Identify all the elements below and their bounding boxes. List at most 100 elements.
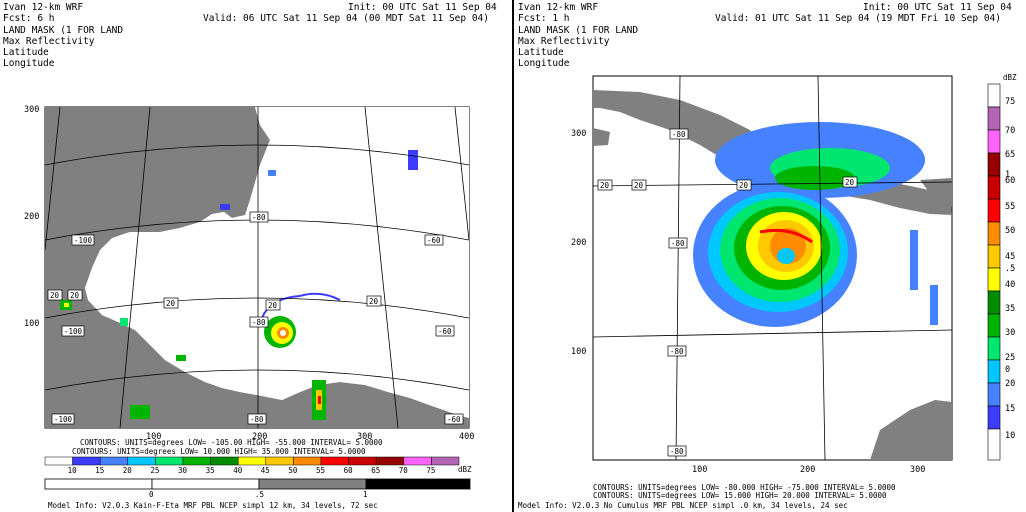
y-tick-label: 200 — [571, 238, 586, 248]
contour-label: -100 — [74, 236, 93, 245]
contour-label: -60 — [438, 327, 452, 336]
colorbar-label: 35 — [1005, 304, 1015, 314]
colorbar-label: 65 — [371, 466, 380, 475]
contour-label: -80 — [252, 318, 266, 327]
colorbar-label: 20 — [1005, 379, 1015, 389]
x-tick-label: 100 — [692, 465, 707, 475]
left-field-2: Max Reflectivity — [3, 36, 95, 47]
y-tick-label: 200 — [24, 212, 39, 222]
mask-label: 0 — [149, 490, 154, 499]
right-field-1: LAND MASK (1 FOR LAND — [518, 25, 638, 36]
left-header: Ivan 12-km WRF Init: 00 UTC Sat 11 Sep 0… — [3, 2, 497, 69]
colorbar-label: .5 — [1005, 264, 1015, 274]
x-tick-label: 400 — [459, 432, 474, 442]
colorbar-label: 75 — [426, 466, 435, 475]
colorbar-label: 70 — [1005, 126, 1015, 136]
colorbar-swatch — [375, 456, 405, 466]
right-colorbar-unit: dBZ — [1003, 73, 1017, 82]
x-tick-label: 300 — [910, 465, 925, 475]
right-contours-1: CONTOURS: UNITS=degrees LOW= -80.000 HIG… — [593, 483, 896, 492]
right-header: Ivan 12-km WRF Init: 00 UTC Sat 11 Sep 0… — [518, 2, 1012, 69]
right-title: Ivan 12-km WRF — [518, 2, 598, 13]
colorbar-label: 20 — [123, 466, 133, 475]
colorbar-label: 50 — [1005, 226, 1015, 236]
colorbar-swatch — [210, 456, 239, 466]
colorbar-swatch — [182, 456, 211, 466]
colorbar-swatch — [155, 456, 184, 466]
right-axis-ticks: 100 200 300 300 200 100 — [571, 129, 925, 475]
contour-label: -60 — [427, 236, 441, 245]
colorbar-label: 1 — [1005, 170, 1010, 180]
right-valid: Valid: 01 UTC Sat 11 Sep 04 (19 MDT Fri … — [715, 13, 1001, 24]
contour-label: -100 — [64, 327, 83, 336]
left-field-4: Longitude — [3, 58, 55, 69]
right-field-2: Max Reflectivity — [518, 36, 610, 47]
contour-label: 20 — [166, 299, 176, 308]
colorbar-label: 30 — [178, 466, 188, 475]
contour-label: -80 — [250, 415, 264, 424]
colorbar-label: 40 — [233, 466, 243, 475]
x-tick-label: 300 — [357, 432, 372, 442]
colorbar-swatch — [44, 456, 73, 466]
contour-label: -60 — [447, 415, 461, 424]
right-land — [593, 90, 952, 460]
right-contour-labels: -80 20 20 20 20 -80 -80 -80 — [597, 128, 858, 457]
contour-label: 20 — [600, 181, 610, 190]
left-field-1: LAND MASK (1 FOR LAND — [3, 25, 123, 36]
colorbar-label: 55 — [1005, 202, 1015, 212]
right-fcst: Fcst: 1 h — [518, 13, 569, 24]
left-valid: Valid: 06 UTC Sat 11 Sep 04 (00 MDT Sat … — [203, 13, 489, 24]
contour-label: 20 — [845, 178, 855, 187]
colorbar-label: 25 — [150, 466, 159, 475]
colorbar-label: 10 — [1005, 431, 1015, 441]
contour-label: 20 — [369, 297, 379, 306]
colorbar-label: 50 — [288, 466, 298, 475]
colorbar-swatch — [127, 456, 156, 466]
colorbar-swatch — [348, 456, 377, 466]
contour-label: -100 — [54, 415, 73, 424]
colorbar-swatch — [293, 456, 322, 466]
left-map: -80 -100 -60 20 20 20 20 20 -100 -80 -60… — [24, 105, 474, 442]
mask-label: 1 — [363, 490, 368, 499]
x-tick-label: 200 — [800, 465, 815, 475]
panel-divider — [512, 0, 514, 512]
right-model-info: Model Info: V2.0.3 No Cumulus MRF PBL NC… — [518, 501, 848, 510]
colorbar-label: 45 — [261, 466, 270, 475]
colorbar-swatch — [265, 456, 294, 466]
colorbar-label: 15 — [1005, 404, 1015, 414]
contour-label: 20 — [739, 181, 749, 190]
colorbar-label: 70 — [399, 466, 409, 475]
left-model-info: Model Info: V2.0.3 Kain-F-Eta MRF PBL NC… — [48, 501, 378, 510]
contour-label: 20 — [634, 181, 644, 190]
right-colorbar: dBZ 75 70 65 1 60 55 50 45 .5 40 35 30 2… — [987, 73, 1017, 461]
colorbar-label: 65 — [1005, 150, 1015, 160]
colorbar-label: 25 — [1005, 353, 1015, 363]
right-init: Init: 00 UTC Sat 11 Sep 04 — [863, 2, 1012, 13]
colorbar-label: 40 — [1005, 280, 1015, 290]
y-tick-label: 100 — [571, 347, 586, 357]
mask-label: .5 — [255, 490, 264, 499]
colorbar-label: 45 — [1005, 252, 1015, 262]
left-init: Init: 00 UTC Sat 11 Sep 04 — [348, 2, 497, 13]
colorbar-label: 55 — [316, 466, 325, 475]
left-contour-labels: -80 -100 -60 20 20 20 20 20 -100 -80 -60… — [47, 211, 464, 425]
contour-label: -80 — [670, 347, 684, 356]
left-colorbar: 10 15 20 25 30 35 40 45 50 55 60 65 70 75 — [44, 456, 460, 475]
colorbar-label: 0 — [1005, 365, 1010, 375]
contour-label: 20 — [70, 291, 80, 300]
left-contours-2: CONTOURS: UNITS=degrees LOW= 10.000 HIGH… — [72, 447, 366, 456]
left-colorbar-unit: dBZ — [458, 465, 472, 474]
colorbar-swatch — [99, 456, 129, 466]
x-tick-label: 100 — [146, 432, 161, 442]
left-contours-1: CONTOURS: UNITS=degrees LOW= -105.00 HIG… — [80, 438, 383, 447]
colorbar-label: 75 — [1005, 97, 1015, 107]
colorbar-label: 15 — [95, 466, 104, 475]
x-tick-label: 200 — [252, 432, 267, 442]
colorbar-label: 60 — [1005, 176, 1015, 186]
contour-label: -80 — [672, 130, 686, 139]
left-title: Ivan 12-km WRF — [3, 2, 83, 13]
right-map: -80 20 20 20 20 -80 -80 -80 100 200 300 … — [571, 75, 953, 475]
colorbar-label: 60 — [344, 466, 354, 475]
left-field-3: Latitude — [3, 47, 49, 58]
right-contours-2: CONTOURS: UNITS=degrees LOW= 15.000 HIGH… — [593, 491, 887, 500]
